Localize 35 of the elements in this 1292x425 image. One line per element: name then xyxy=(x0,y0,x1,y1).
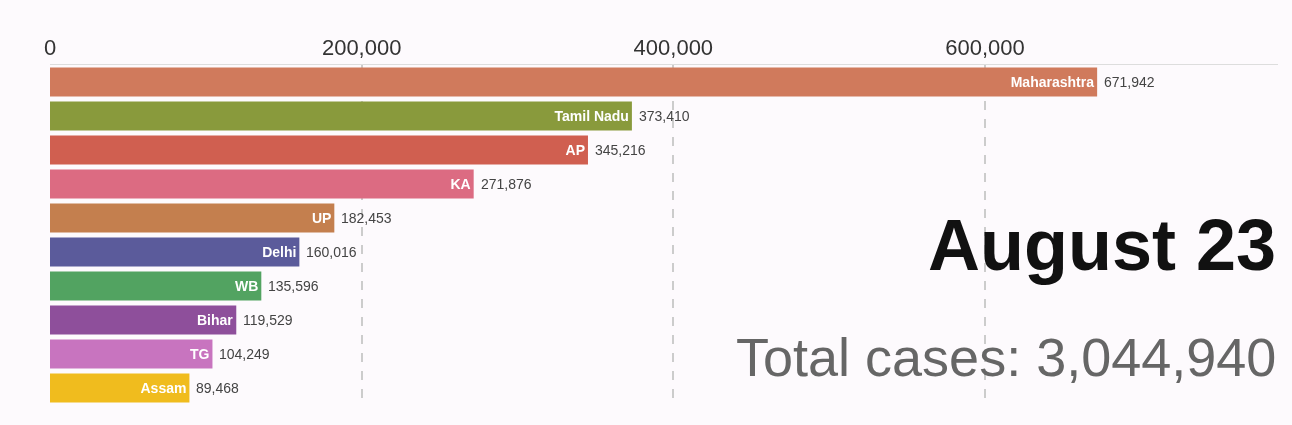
data-label: 119,529 xyxy=(243,312,293,328)
y-tick-label: Tamil Nadu xyxy=(554,108,629,124)
data-label: 135,596 xyxy=(268,278,319,294)
y-tick-label: Delhi xyxy=(262,244,297,260)
data-label: 160,016 xyxy=(306,244,357,260)
data-label: 104,249 xyxy=(219,346,270,362)
data-label: 671,942 xyxy=(1104,74,1155,90)
y-tick-label: TG xyxy=(189,346,210,362)
annotation: Total cases: 3,044,940 xyxy=(736,327,1277,387)
data-label: 89,468 xyxy=(196,380,240,396)
bar xyxy=(50,237,300,267)
data-label: 271,876 xyxy=(481,176,532,192)
data-label: 345,216 xyxy=(595,142,646,158)
y-tick-label: WB xyxy=(234,278,259,294)
x-tick-label: 400,000 xyxy=(633,35,714,61)
x-tick-label: 600,000 xyxy=(945,35,1025,61)
y-tick-label: Maharashtra xyxy=(1010,74,1095,90)
x-tick-label: 0 xyxy=(43,35,57,61)
bar xyxy=(50,169,474,199)
x-tick-label: 200,000 xyxy=(321,35,402,61)
bar xyxy=(50,305,237,335)
bar xyxy=(50,203,335,233)
annotation: August 23 xyxy=(928,205,1277,285)
bar xyxy=(50,271,262,301)
bar xyxy=(50,339,213,369)
bar xyxy=(50,101,632,131)
bar xyxy=(50,135,588,165)
y-tick-label: Assam xyxy=(140,380,187,396)
y-tick-label: AP xyxy=(565,142,585,158)
y-tick-label: UP xyxy=(311,210,332,226)
y-tick-label: KA xyxy=(450,176,471,192)
y-tick-label: Bihar xyxy=(196,312,234,328)
data-label: 182,453 xyxy=(341,210,392,226)
data-label: 373,410 xyxy=(639,108,690,124)
bar xyxy=(50,67,1098,97)
